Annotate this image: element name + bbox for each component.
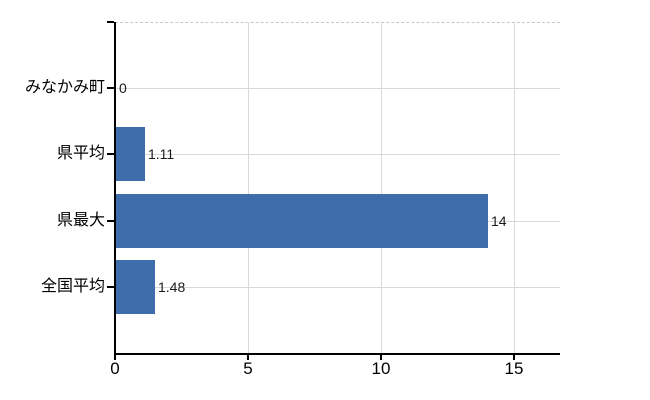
bar: [116, 127, 145, 181]
x-tick-label: 10: [371, 359, 391, 378]
bar: [116, 194, 488, 248]
category-label: 県最大: [56, 212, 105, 229]
x-tick-label: 0: [110, 359, 120, 378]
gridline-horizontal: [116, 88, 560, 89]
x-tick-label: 5: [243, 359, 253, 378]
x-axis-tick: [513, 355, 515, 360]
category-label: みなかみ町: [24, 79, 105, 96]
gridline-vertical: [514, 22, 515, 353]
y-axis-tick: [107, 21, 114, 23]
x-axis-tick: [247, 355, 249, 360]
gridline-vertical: [248, 22, 249, 353]
gridline-vertical: [381, 22, 382, 353]
x-axis-tick: [114, 355, 116, 360]
y-axis-tick: [107, 220, 114, 222]
plot-top-border: [115, 22, 560, 23]
y-axis-tick: [107, 286, 114, 288]
y-axis-tick: [107, 87, 114, 89]
bar-value-label: 14: [491, 213, 507, 229]
y-axis-tick: [107, 153, 114, 155]
y-axis: [114, 22, 116, 355]
bar-value-label: 1.11: [148, 146, 175, 162]
gridline-horizontal: [116, 154, 560, 155]
x-axis: [114, 353, 560, 355]
x-tick-label: 15: [504, 359, 524, 378]
bar-value-label: 0: [119, 80, 127, 96]
category-label: 県平均: [56, 145, 105, 162]
category-label: 全国平均: [40, 278, 105, 295]
x-axis-tick: [380, 355, 382, 360]
bar: [116, 260, 155, 314]
gridline-horizontal: [116, 287, 560, 288]
bar-value-label: 1.48: [158, 279, 186, 295]
